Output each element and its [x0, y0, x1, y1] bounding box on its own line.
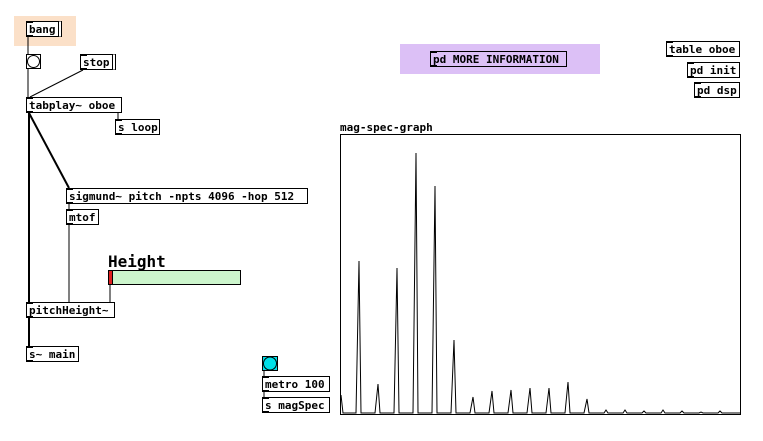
message-box[interactable]: stop [80, 54, 116, 70]
object-box: sigmund~ pitch -npts 4096 -hop 512 [66, 188, 308, 204]
signal-connection [28, 112, 70, 189]
height-slider[interactable] [108, 270, 241, 285]
graph-label: mag-spec-graph [340, 121, 433, 134]
slider-label: Height [108, 252, 166, 271]
subpatch-box[interactable]: pd MORE INFORMATION [430, 51, 567, 67]
slider-knob [108, 270, 113, 285]
subpatch-box[interactable]: pd init [687, 62, 740, 78]
object-box: s loop [115, 119, 160, 135]
connection [29, 69, 84, 98]
object-box: pitchHeight~ [26, 302, 115, 318]
graph-frame [340, 134, 741, 415]
object-box[interactable]: table oboe [666, 41, 740, 57]
object-box: s~ main [26, 346, 79, 362]
message-box[interactable]: bang [26, 21, 62, 37]
connections [27, 37, 265, 397]
object-box: metro 100 [262, 376, 330, 392]
spectrum [340, 152, 740, 414]
bang-circle [27, 55, 40, 68]
subpatch-box[interactable]: pd dsp [694, 82, 740, 98]
object-box: mtof [66, 209, 99, 225]
bang-circle [263, 356, 277, 371]
object-box: tabplay~ oboe [26, 97, 122, 113]
object-box: s magSpec [262, 397, 330, 413]
